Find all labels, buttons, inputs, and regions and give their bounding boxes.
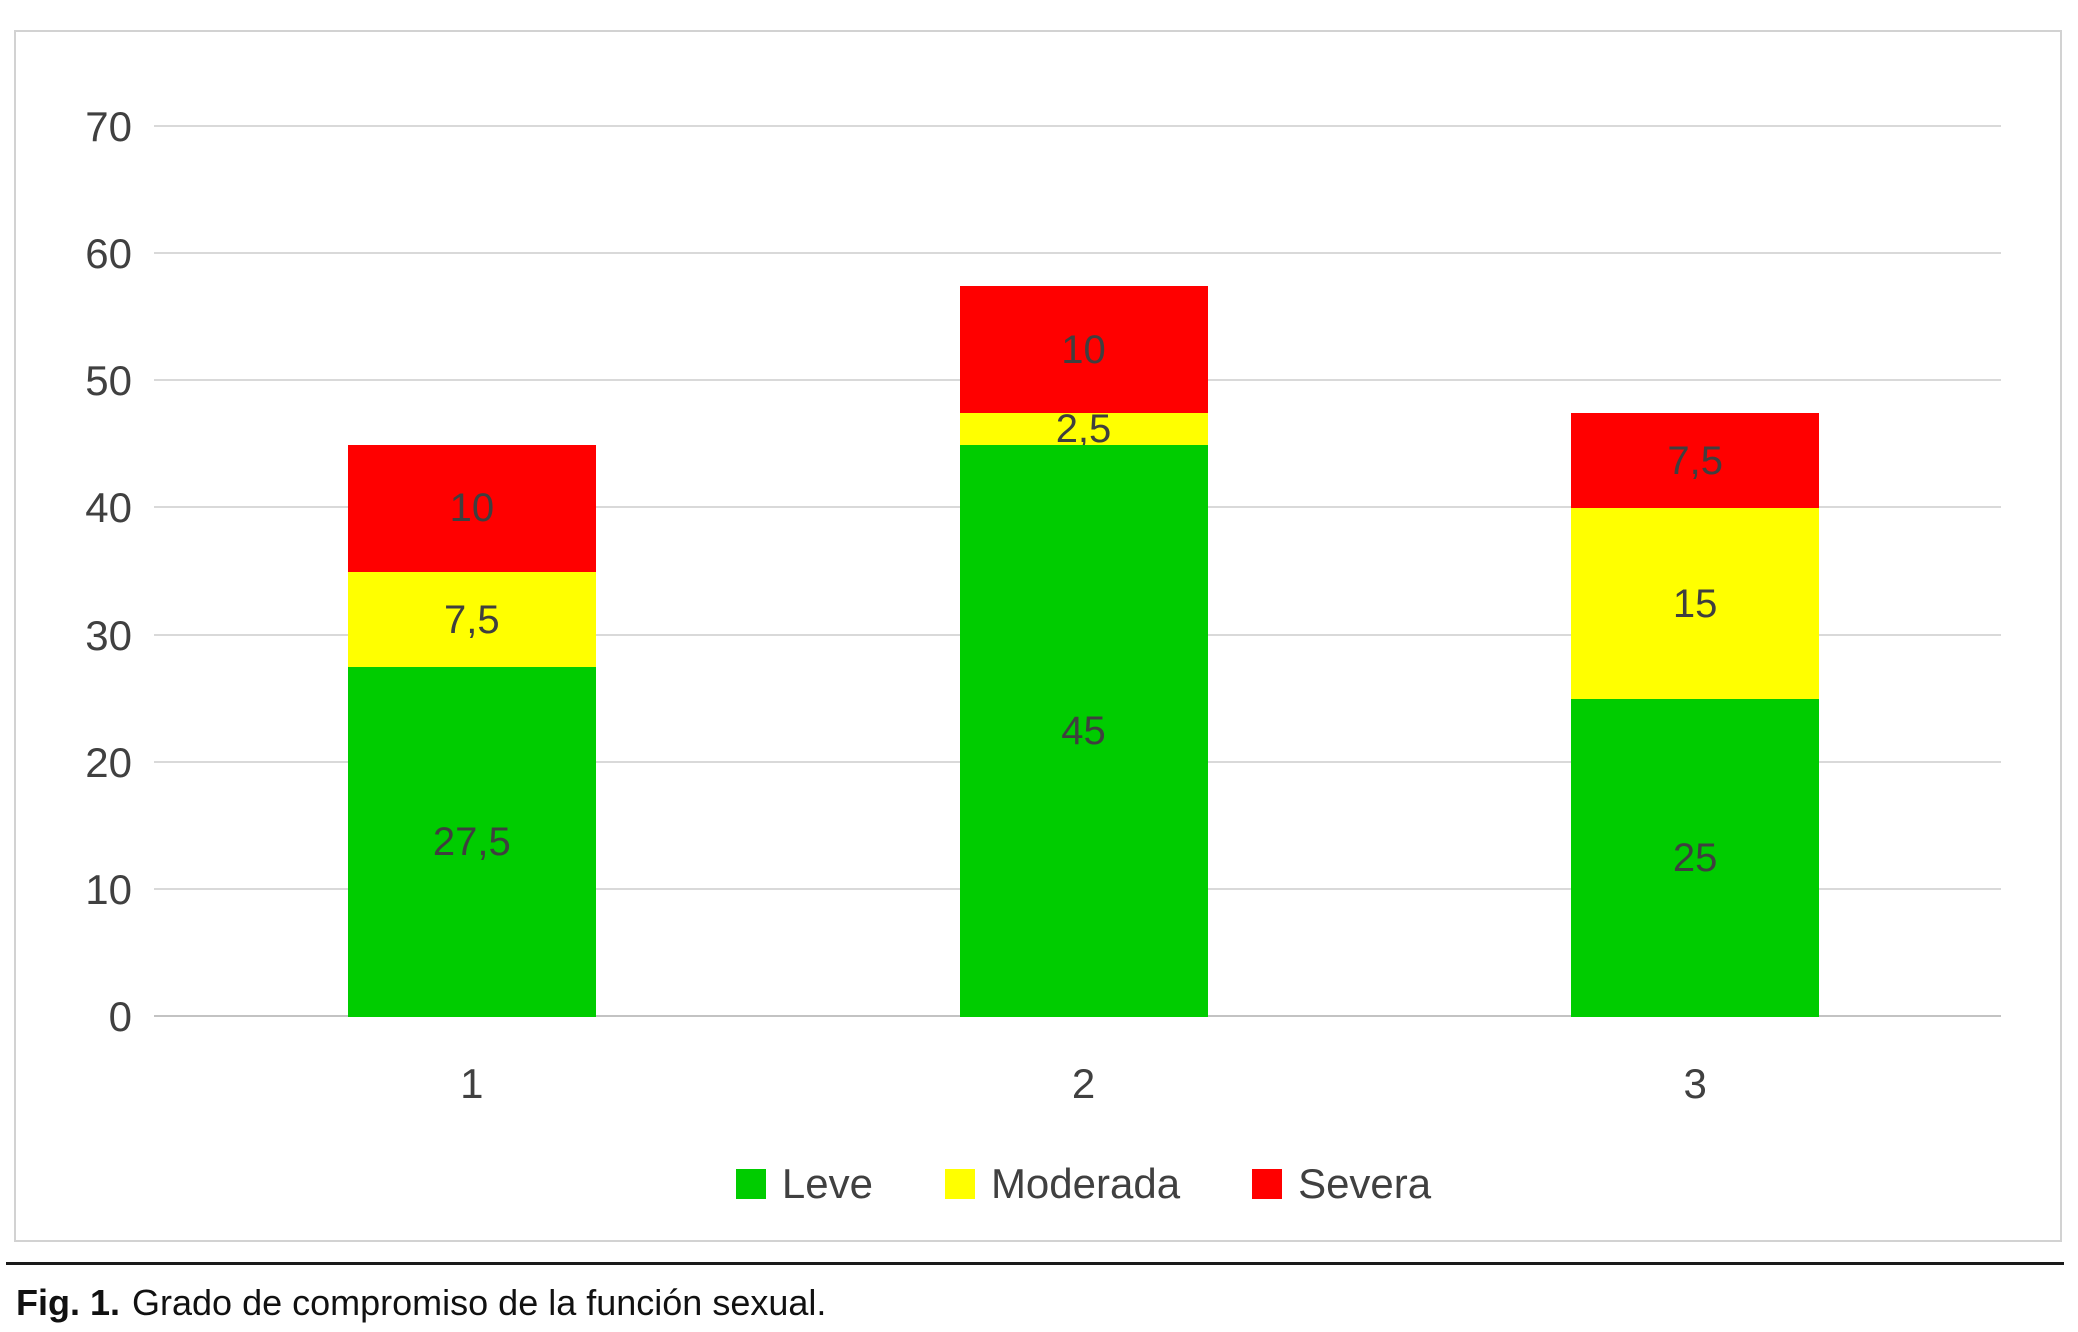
- bar-segment-severa-1: 10: [347, 444, 596, 573]
- caption-label: Fig. 1.: [16, 1282, 121, 1323]
- legend-label: Leve: [781, 1160, 873, 1207]
- x-axis-labels: 1 2 3: [166, 1060, 2001, 1108]
- x-tick-label-2: 2: [1071, 1060, 1096, 1107]
- segment-value-label: 10: [1061, 327, 1106, 372]
- bar-segment-leve-2: 45: [959, 444, 1208, 1017]
- bar-segment-leve-1: 27,5: [347, 667, 596, 1017]
- segment-value-label: 7,5: [444, 597, 500, 642]
- bar-segment-moderada-3: 15: [1571, 508, 1820, 700]
- legend-item-moderada: Moderada: [944, 1160, 1181, 1208]
- segment-value-label: 10: [449, 486, 495, 531]
- bar-segment-moderada-1: 7,5: [347, 572, 596, 668]
- legend-item-leve: Leve: [735, 1160, 873, 1208]
- segment-value-label: 25: [1672, 836, 1718, 881]
- stacked-bar-2: 45 2,5 10: [959, 127, 1208, 1017]
- legend-item-severa: Severa: [1252, 1160, 1431, 1208]
- y-tick-label-30: 30: [85, 611, 132, 659]
- bar-slot-2: 45 2,5 10: [778, 127, 1390, 1017]
- caption-divider: [6, 1262, 2064, 1265]
- plot-area: 0 10 20 30 40 50 60 70 27,5 7,5 10 45 2,5 10 25 15 7,5: [85, 103, 2001, 1040]
- bar-slot-1: 27,5 7,5 10: [166, 127, 778, 1017]
- y-tick-label-50: 50: [85, 357, 132, 405]
- bars-container: 27,5 7,5 10 45 2,5 10 25 15 7,5: [166, 127, 2001, 1017]
- y-tick-label-70: 70: [85, 103, 132, 150]
- bar-segment-severa-3: 7,5: [1571, 413, 1820, 509]
- x-tick-label-1: 1: [460, 1060, 484, 1107]
- legend-swatch-icon: [735, 1169, 766, 1199]
- stacked-bar-1: 27,5 7,5 10: [347, 127, 596, 1017]
- gridline-70: [154, 125, 2001, 127]
- bar-slot-3: 25 15 7,5: [1389, 127, 2001, 1017]
- segment-value-label: 7,5: [1667, 438, 1723, 483]
- y-tick-label-0: 0: [108, 993, 132, 1040]
- stacked-bar-3: 25 15 7,5: [1571, 127, 1820, 1017]
- y-tick-label-60: 60: [85, 230, 132, 278]
- y-tick-label-20: 20: [85, 738, 132, 786]
- segment-value-label: 2,5: [1055, 406, 1112, 451]
- legend-swatch-icon: [1252, 1169, 1283, 1199]
- chart-area: 0 10 20 30 40 50 60 70 27,5 7,5 10 45 2,5 10 25 15 7,5 1…: [14, 30, 2062, 1242]
- bar-segment-severa-2: 10: [959, 285, 1208, 414]
- bar-segment-leve-3: 25: [1571, 699, 1820, 1017]
- legend-label: Moderada: [990, 1160, 1181, 1207]
- caption-text: Grado de compromiso de la función sexual…: [132, 1282, 827, 1323]
- segment-value-label: 45: [1061, 708, 1106, 753]
- y-tick-label-10: 10: [85, 865, 132, 913]
- y-tick-label-40: 40: [85, 484, 132, 532]
- bar-segment-moderada-2: 2,5: [959, 409, 1208, 449]
- gridline-60: [154, 252, 2001, 255]
- legend-swatch-icon: [944, 1169, 975, 1199]
- segment-value-label: 27,5: [432, 820, 511, 865]
- x-tick-label-3: 3: [1683, 1060, 1707, 1107]
- segment-value-label: 15: [1672, 581, 1718, 626]
- legend: Leve Moderada Severa: [166, 1160, 2001, 1208]
- legend-label: Severa: [1298, 1160, 1432, 1207]
- figure-caption: Fig. 1. Grado de compromiso de la función…: [16, 1282, 826, 1324]
